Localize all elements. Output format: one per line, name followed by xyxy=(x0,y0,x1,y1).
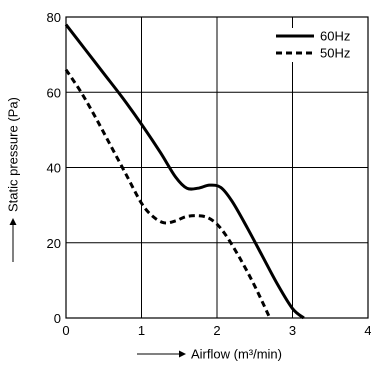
x-tick-label-2: 2 xyxy=(213,323,220,338)
x-tick-label-1: 1 xyxy=(138,323,145,338)
legend-label-50hz: 50Hz xyxy=(320,46,350,61)
y-tick-label-3: 60 xyxy=(47,85,61,100)
x-axis-title: Airflow (m³/min) xyxy=(137,347,282,362)
y-axis-title: Static pressure (Pa) xyxy=(6,97,21,262)
legend: 60Hz 50Hz xyxy=(268,28,364,62)
y-tick-label-2: 40 xyxy=(47,161,61,176)
plot-border xyxy=(65,16,369,319)
x-axis-label: Airflow (m³/min) xyxy=(191,347,282,362)
y-tick-label-0: 0 xyxy=(54,311,61,326)
series-line-60hz xyxy=(64,23,305,320)
series-line-50hz xyxy=(64,68,272,319)
x-tick-label-4: 4 xyxy=(364,323,371,338)
y-axis-ticks: 0 20 40 60 80 xyxy=(47,10,61,326)
x-tick-label-3: 3 xyxy=(289,323,296,338)
y-tick-label-4: 80 xyxy=(47,10,61,25)
legend-background xyxy=(268,28,364,62)
series-lines xyxy=(64,23,305,320)
y-axis-arrow-head xyxy=(9,218,17,225)
x-axis-ticks: 0 1 2 3 4 xyxy=(62,323,371,338)
y-tick-label-1: 20 xyxy=(47,236,61,251)
plot-frame xyxy=(65,16,369,319)
grid-lines xyxy=(66,17,368,318)
x-tick-label-0: 0 xyxy=(62,323,69,338)
y-axis-label: Static pressure (Pa) xyxy=(6,97,21,212)
legend-label-60hz: 60Hz xyxy=(320,29,350,44)
x-axis-arrow-head xyxy=(179,350,186,358)
